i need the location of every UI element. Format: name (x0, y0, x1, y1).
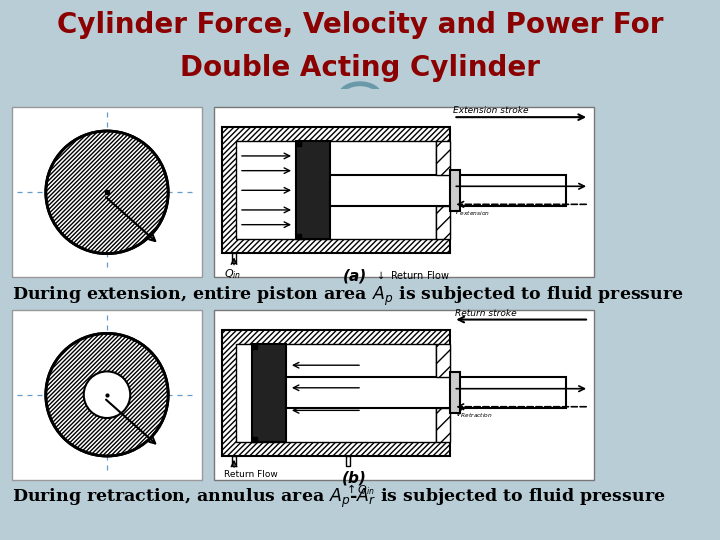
Bar (436, 408, 450, 442)
Text: Double Acting Cylinder: Double Acting Cylinder (180, 53, 540, 82)
Bar (232, 456, 236, 466)
Bar (252, 343, 286, 442)
Text: Extension stroke: Extension stroke (454, 106, 529, 115)
Text: Return stroke: Return stroke (455, 308, 517, 318)
Bar (12, 107, 202, 278)
Text: $Q_{in}$: $Q_{in}$ (224, 267, 241, 281)
Bar (436, 206, 450, 239)
Bar (346, 456, 350, 466)
Bar (232, 253, 236, 264)
Bar (222, 127, 450, 253)
Bar (450, 372, 460, 414)
Text: During extension, entire piston area $A_p$ is subjected to fluid pressure: During extension, entire piston area $A_… (12, 285, 684, 308)
Bar (12, 309, 202, 480)
Bar (296, 141, 301, 146)
Text: During retraction, annulus area $A_p$-$A_r$ is subjected to fluid pressure: During retraction, annulus area $A_p$-$A… (12, 487, 665, 510)
Circle shape (46, 131, 168, 254)
Text: (a): (a) (343, 268, 366, 284)
Text: (b): (b) (342, 471, 367, 486)
Bar (330, 174, 566, 206)
Circle shape (46, 333, 168, 456)
Text: Return Flow: Return Flow (224, 470, 278, 479)
Bar (286, 377, 566, 408)
Bar (296, 234, 301, 239)
Bar (236, 141, 436, 239)
Text: $\uparrow Q_{in}$: $\uparrow Q_{in}$ (344, 482, 375, 497)
Text: $V_{Retraction}$: $V_{Retraction}$ (455, 408, 493, 420)
Text: Cylinder Force, Velocity and Power For: Cylinder Force, Velocity and Power For (57, 11, 663, 39)
Bar (252, 343, 257, 349)
Bar (436, 343, 450, 377)
Text: $F_{extension}$: $F_{extension}$ (455, 205, 490, 218)
Circle shape (84, 372, 130, 418)
Bar (296, 141, 330, 239)
Text: $\downarrow$ Return Flow: $\downarrow$ Return Flow (374, 269, 449, 280)
Bar (214, 309, 594, 480)
Text: $F_{Retraction}$: $F_{Retraction}$ (455, 390, 492, 402)
Bar (236, 343, 436, 442)
Bar (222, 329, 450, 456)
Bar (214, 107, 594, 278)
Bar (436, 141, 450, 174)
Text: $V_{extension}$: $V_{extension}$ (455, 187, 492, 200)
Bar (252, 437, 257, 442)
Bar (450, 170, 460, 211)
